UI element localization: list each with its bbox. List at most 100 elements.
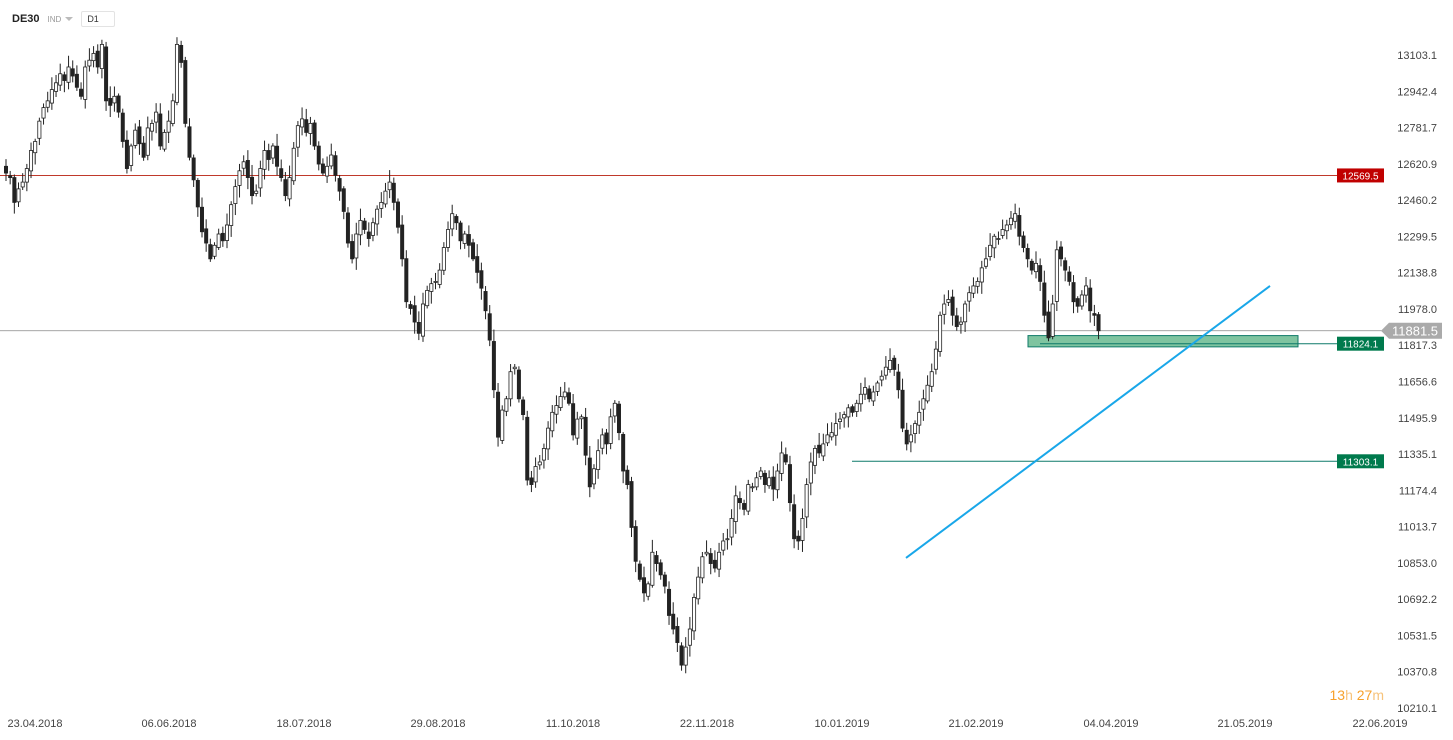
candle-body-down xyxy=(195,180,200,208)
timeframe-label: D1 xyxy=(87,14,99,24)
candle xyxy=(896,363,901,399)
y-tick-label: 10853.0 xyxy=(1397,558,1437,570)
support-zone[interactable] xyxy=(1027,335,1299,348)
candle-body-up xyxy=(254,190,259,194)
candle-body-up xyxy=(437,269,442,285)
candle xyxy=(408,300,413,315)
y-tick-label: 11817.3 xyxy=(1398,340,1437,352)
candle xyxy=(917,400,922,434)
candle-body-up xyxy=(99,44,104,69)
candle xyxy=(133,123,138,149)
candle xyxy=(838,412,843,430)
candle-body-down xyxy=(1059,246,1064,260)
candle xyxy=(833,412,838,446)
candle-body-down xyxy=(79,88,84,97)
candle xyxy=(942,294,947,325)
chart-toolbar: DE30 IND D1 xyxy=(12,10,115,28)
candle xyxy=(1033,251,1038,279)
timeframe-dropdown[interactable]: D1 xyxy=(81,11,115,27)
level-labels: 12569.5 11824.1 11303.1 11881.5 xyxy=(1337,168,1442,469)
candle xyxy=(475,244,480,284)
candle-body-up xyxy=(329,154,334,167)
candle-body-up xyxy=(683,646,688,666)
candle-body-up xyxy=(971,285,976,294)
candle-body-down xyxy=(124,139,129,169)
candle-body-up xyxy=(933,348,938,370)
candle-body-down xyxy=(1063,260,1068,271)
candle-body-down xyxy=(900,389,905,429)
candle xyxy=(650,539,655,588)
candle-body-down xyxy=(1029,260,1034,271)
candle xyxy=(612,400,617,423)
candle-body-down xyxy=(1046,311,1051,339)
candle-body-up xyxy=(917,411,922,426)
candle-body-down xyxy=(742,503,747,510)
x-tick-label: 18.07.2018 xyxy=(276,718,331,730)
candle-body-down xyxy=(1071,282,1076,303)
candle-body-down xyxy=(391,182,396,203)
candle xyxy=(554,395,559,424)
y-tick-label: 12781.7 xyxy=(1397,123,1437,135)
candle-body-up xyxy=(233,186,238,204)
candle xyxy=(725,528,730,550)
candle-body-down xyxy=(896,371,901,391)
candle xyxy=(913,420,918,444)
candle-body-up xyxy=(562,391,567,398)
candle xyxy=(395,198,400,234)
candle-body-down xyxy=(337,178,342,192)
candle-body-down xyxy=(771,476,776,490)
drawings[interactable] xyxy=(905,285,1271,559)
candle xyxy=(591,464,596,490)
candle xyxy=(767,470,772,489)
candle-body-down xyxy=(658,562,663,576)
candle xyxy=(533,457,538,488)
candle-body-down xyxy=(625,469,630,485)
candle xyxy=(195,178,200,217)
candle-body-down xyxy=(1088,287,1093,312)
candle-body-up xyxy=(66,66,71,83)
candle-body-down xyxy=(521,399,526,415)
candle xyxy=(825,423,830,447)
candle-body-up xyxy=(963,303,968,323)
candle xyxy=(575,411,580,445)
candle-body-up xyxy=(537,461,542,466)
candle xyxy=(800,508,805,552)
candle-body-up xyxy=(812,448,817,466)
candle-body-up xyxy=(696,576,701,600)
candle xyxy=(971,277,976,299)
candle xyxy=(1092,304,1097,326)
candle-body-up xyxy=(938,314,943,352)
candle-body-up xyxy=(1054,249,1059,302)
candle-body-up xyxy=(721,540,726,551)
candle-body-up xyxy=(20,181,25,188)
candle xyxy=(279,159,284,182)
candle-body-up xyxy=(441,247,446,271)
instrument-type-dropdown[interactable]: IND xyxy=(48,15,74,24)
candle-body-up xyxy=(687,628,692,646)
countdown-minutes: 27 xyxy=(1356,687,1373,703)
candle-body-up xyxy=(41,107,46,119)
candle xyxy=(458,220,463,250)
candle xyxy=(270,143,275,165)
candle-body-down xyxy=(204,228,209,244)
candle xyxy=(992,233,997,259)
candle-body-up xyxy=(929,371,934,387)
candle-body-down xyxy=(1042,282,1047,316)
candle-body-down xyxy=(571,403,576,436)
candle-body-down xyxy=(671,613,676,630)
candle-body-down xyxy=(491,341,496,391)
candle-body-down xyxy=(529,477,534,485)
trendline[interactable] xyxy=(905,285,1271,559)
candle xyxy=(583,407,588,466)
candle xyxy=(754,472,759,491)
candle-body-down xyxy=(817,444,822,454)
y-tick-label: 10370.8 xyxy=(1397,667,1437,679)
candle-body-up xyxy=(650,551,655,586)
candle-body-down xyxy=(199,206,204,233)
candle-body-down xyxy=(633,526,638,562)
symbol-label[interactable]: DE30 xyxy=(12,13,40,25)
candle-body-up xyxy=(446,229,451,248)
candle-body-down xyxy=(116,95,121,113)
candle-body-down xyxy=(408,304,413,309)
